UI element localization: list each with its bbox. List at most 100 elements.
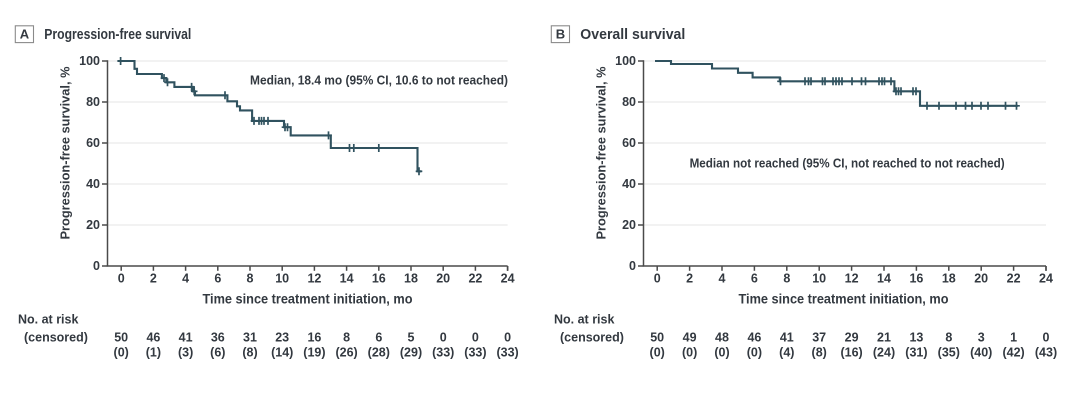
svg-text:(31): (31) <box>905 346 927 360</box>
svg-text:(8): (8) <box>812 346 827 360</box>
svg-text:(26): (26) <box>335 346 357 360</box>
svg-text:(0): (0) <box>650 346 665 360</box>
svg-text:20: 20 <box>86 218 100 232</box>
svg-text:12: 12 <box>845 272 859 286</box>
svg-text:(16): (16) <box>840 346 862 360</box>
svg-text:14: 14 <box>877 272 891 286</box>
svg-text:(33): (33) <box>432 346 454 360</box>
svg-text:60: 60 <box>622 136 636 150</box>
svg-text:(43): (43) <box>1035 346 1057 360</box>
svg-text:0: 0 <box>472 331 479 345</box>
svg-text:10: 10 <box>812 272 826 286</box>
svg-text:22: 22 <box>468 272 482 286</box>
svg-text:50: 50 <box>114 331 128 345</box>
svg-text:36: 36 <box>211 331 225 345</box>
svg-text:18: 18 <box>404 272 418 286</box>
svg-text:Progression-free survival, %: Progression-free survival, % <box>595 67 609 240</box>
svg-text:(8): (8) <box>242 346 257 360</box>
svg-text:8: 8 <box>783 272 790 286</box>
svg-text:(3): (3) <box>178 346 193 360</box>
svg-text:6: 6 <box>214 272 221 286</box>
svg-text:No. at risk: No. at risk <box>18 313 78 327</box>
svg-text:100: 100 <box>79 54 100 68</box>
svg-text:0: 0 <box>629 259 636 273</box>
svg-text:6: 6 <box>751 272 758 286</box>
svg-text:20: 20 <box>622 218 636 232</box>
svg-text:16: 16 <box>307 331 321 345</box>
svg-text:(censored): (censored) <box>24 331 88 345</box>
svg-text:0: 0 <box>93 259 100 273</box>
svg-text:16: 16 <box>372 272 386 286</box>
svg-text:Time since treatment initiatio: Time since treatment initiation, mo <box>739 291 949 307</box>
svg-text:13: 13 <box>909 331 923 345</box>
svg-text:4: 4 <box>182 272 189 286</box>
svg-text:2: 2 <box>686 272 693 286</box>
svg-text:20: 20 <box>436 272 450 286</box>
svg-text:80: 80 <box>622 95 636 109</box>
svg-text:Median, 18.4 mo (95% CI, 10.6: Median, 18.4 mo (95% CI, 10.6 to not rea… <box>250 73 508 88</box>
svg-text:(14): (14) <box>271 346 293 360</box>
svg-text:0: 0 <box>1043 331 1050 345</box>
svg-text:(0): (0) <box>682 346 697 360</box>
svg-text:14: 14 <box>340 272 354 286</box>
svg-text:(33): (33) <box>464 346 486 360</box>
svg-text:0: 0 <box>504 331 511 345</box>
svg-text:No. at risk: No. at risk <box>554 313 614 327</box>
svg-text:4: 4 <box>719 272 726 286</box>
svg-text:22: 22 <box>1007 272 1021 286</box>
svg-text:24: 24 <box>1039 272 1053 286</box>
svg-text:48: 48 <box>715 331 729 345</box>
svg-text:20: 20 <box>974 272 988 286</box>
svg-text:46: 46 <box>146 331 160 345</box>
svg-text:(35): (35) <box>938 346 960 360</box>
svg-text:80: 80 <box>86 95 100 109</box>
svg-text:60: 60 <box>86 136 100 150</box>
svg-text:0: 0 <box>118 272 125 286</box>
svg-text:40: 40 <box>622 177 636 191</box>
svg-text:40: 40 <box>86 177 100 191</box>
svg-text:31: 31 <box>243 331 257 345</box>
svg-text:41: 41 <box>179 331 193 345</box>
svg-text:24: 24 <box>501 272 515 286</box>
svg-text:10: 10 <box>275 272 289 286</box>
svg-text:(40): (40) <box>970 346 992 360</box>
svg-text:23: 23 <box>275 331 289 345</box>
svg-text:Progression-free survival: Progression-free survival <box>44 27 191 43</box>
svg-text:(4): (4) <box>779 346 794 360</box>
svg-text:49: 49 <box>683 331 697 345</box>
svg-text:100: 100 <box>615 54 636 68</box>
svg-text:(6): (6) <box>210 346 225 360</box>
svg-text:Progression-free survival, %: Progression-free survival, % <box>59 67 73 240</box>
svg-text:21: 21 <box>877 331 891 345</box>
svg-text:29: 29 <box>845 331 859 345</box>
svg-text:1: 1 <box>1010 331 1017 345</box>
svg-text:50: 50 <box>650 331 664 345</box>
svg-text:12: 12 <box>307 272 321 286</box>
svg-text:(28): (28) <box>368 346 390 360</box>
svg-text:6: 6 <box>375 331 382 345</box>
svg-text:3: 3 <box>978 331 985 345</box>
svg-text:Overall survival: Overall survival <box>580 27 685 43</box>
svg-text:8: 8 <box>343 331 350 345</box>
svg-text:18: 18 <box>942 272 956 286</box>
svg-text:(29): (29) <box>400 346 422 360</box>
svg-text:46: 46 <box>747 331 761 345</box>
svg-text:(0): (0) <box>747 346 762 360</box>
svg-text:8: 8 <box>945 331 952 345</box>
svg-text:(1): (1) <box>146 346 161 360</box>
svg-text:0: 0 <box>654 272 661 286</box>
svg-text:(0): (0) <box>714 346 729 360</box>
svg-text:Time since treatment initiatio: Time since treatment initiation, mo <box>203 291 413 307</box>
svg-text:B: B <box>556 27 565 42</box>
svg-text:5: 5 <box>408 331 415 345</box>
svg-text:8: 8 <box>247 272 254 286</box>
svg-text:0: 0 <box>440 331 447 345</box>
svg-text:(33): (33) <box>496 346 518 360</box>
svg-text:(24): (24) <box>873 346 895 360</box>
svg-text:16: 16 <box>909 272 923 286</box>
svg-text:(42): (42) <box>1002 346 1024 360</box>
svg-text:37: 37 <box>812 331 826 345</box>
svg-text:Median not reached (95% CI, no: Median not reached (95% CI, not reached … <box>690 156 1005 171</box>
svg-text:(0): (0) <box>114 346 129 360</box>
svg-text:41: 41 <box>780 331 794 345</box>
